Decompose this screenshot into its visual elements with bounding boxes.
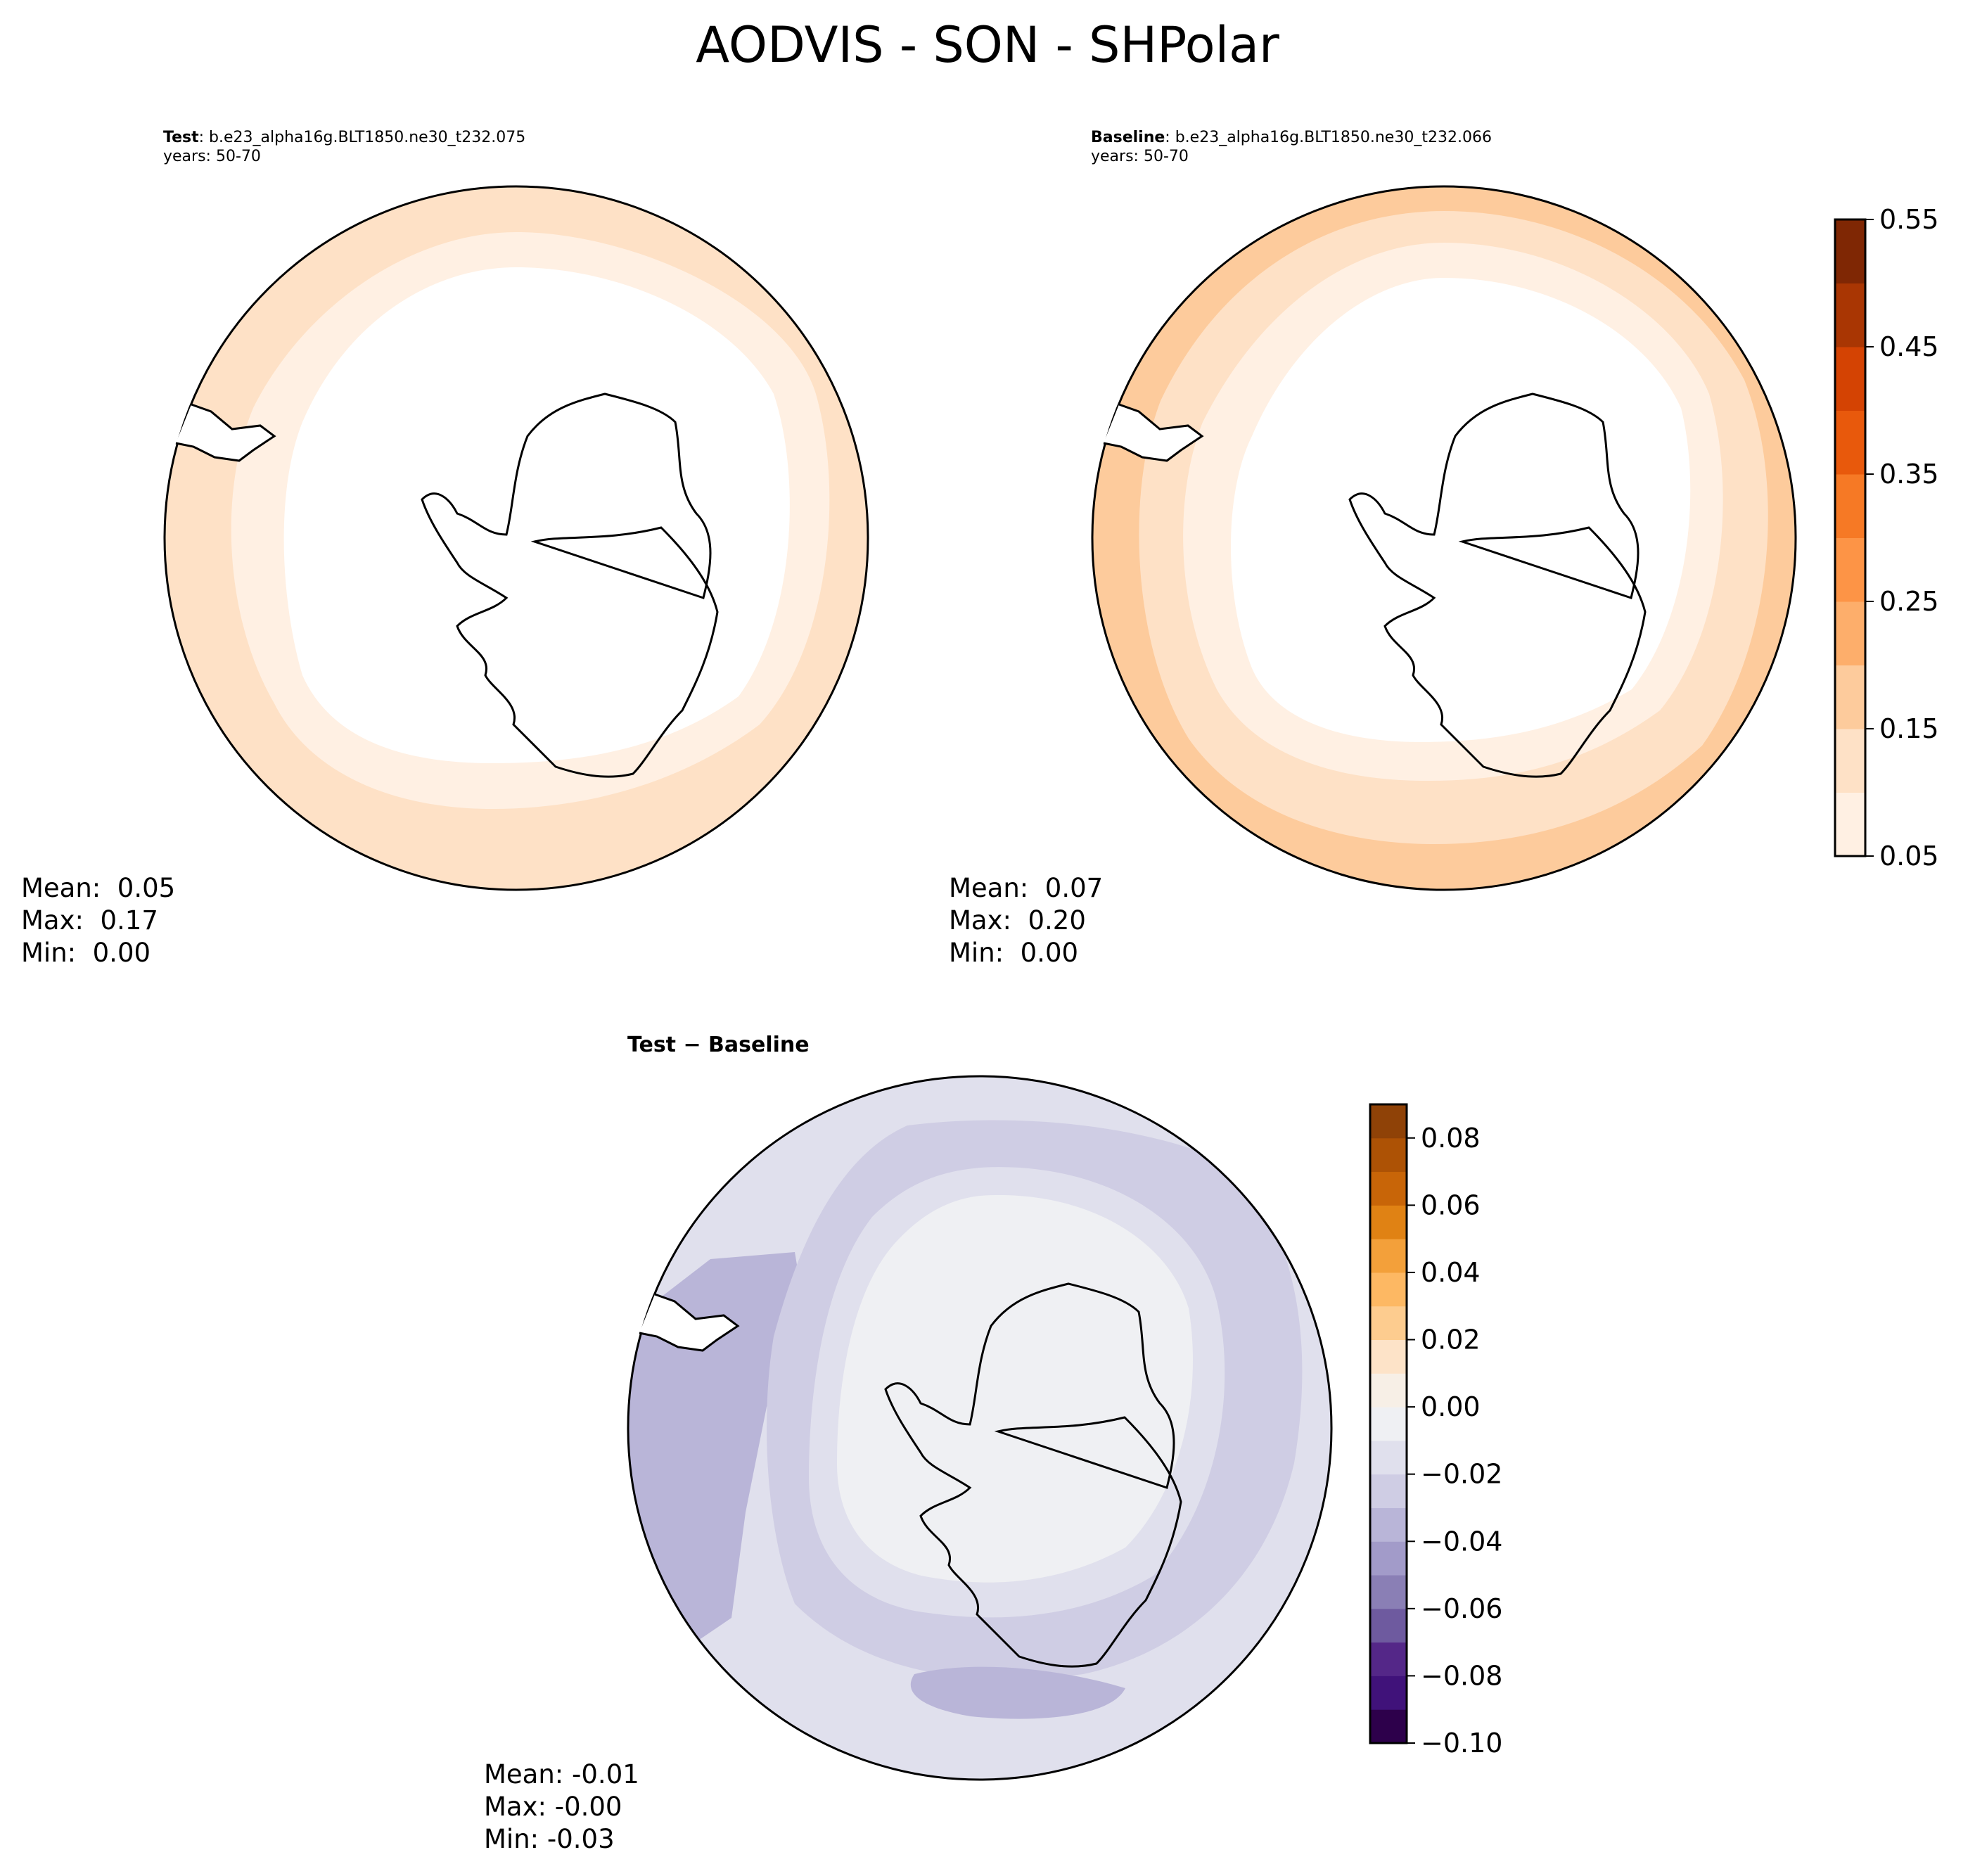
baseline-label: Baseline xyxy=(1091,129,1165,146)
test-map xyxy=(165,186,868,890)
baseline-min: Min: 0.00 xyxy=(949,938,1079,968)
diff-map-boundary xyxy=(627,1075,1333,1781)
top-colorbar-segment xyxy=(1835,537,1865,602)
bottom-colorbar-segment xyxy=(1370,1272,1407,1307)
top-colorbar-tick-label: 0.15 xyxy=(1879,713,1939,744)
top-colorbar-segment xyxy=(1835,474,1865,538)
diff-band-south-low xyxy=(910,1666,1125,1719)
top-colorbar-segment xyxy=(1835,729,1865,793)
diff-band-inner xyxy=(837,1195,1193,1583)
bottom-colorbar-tick-label: 0.08 xyxy=(1421,1123,1481,1154)
figure-title: AODVIS - SON - SHPolar xyxy=(696,16,1279,74)
baseline-south-america-outline xyxy=(1103,403,1204,462)
bottom-colorbar-tick-label: −0.10 xyxy=(1421,1728,1502,1759)
bottom-colorbar-segment xyxy=(1370,1104,1407,1139)
bottom-colorbar-tick-label: 0.02 xyxy=(1421,1325,1481,1355)
top-colorbar-tick-label: 0.35 xyxy=(1879,459,1939,490)
test-min: Min: 0.00 xyxy=(21,938,151,968)
bottom-colorbar-segment xyxy=(1370,1608,1407,1643)
top-colorbar-segment xyxy=(1835,219,1865,283)
baseline-map-boundary xyxy=(1091,185,1797,891)
bottom-colorbar-segment xyxy=(1370,1642,1407,1676)
bottom-colorbar-tick-label: −0.08 xyxy=(1421,1660,1502,1691)
diff-min: Min: -0.03 xyxy=(484,1824,615,1854)
top-colorbar-segment xyxy=(1835,665,1865,729)
diff-mean: Mean: -0.01 xyxy=(484,1759,639,1789)
baseline-max: Max: 0.20 xyxy=(949,905,1086,936)
bottom-colorbar-segment xyxy=(1370,1541,1407,1576)
top-colorbar-tick-label: 0.55 xyxy=(1879,204,1939,235)
top-colorbar-segment xyxy=(1835,792,1865,857)
diff-map xyxy=(628,1076,1331,1780)
bottom-colorbar-segment xyxy=(1370,1507,1407,1542)
top-colorbar-tick-label: 0.45 xyxy=(1879,331,1939,362)
bottom-colorbar-segment xyxy=(1370,1205,1407,1239)
bottom-colorbar-segment xyxy=(1370,1575,1407,1609)
bottom-colorbar-segment xyxy=(1370,1474,1407,1508)
bottom-colorbar-segment xyxy=(1370,1306,1407,1341)
bottom-colorbar-segment xyxy=(1370,1239,1407,1273)
bottom-colorbar-segment xyxy=(1370,1440,1407,1475)
test-south-america-outline xyxy=(175,403,276,462)
test-max: Max: 0.17 xyxy=(21,905,158,936)
top-colorbar: 0.05 0.15 0.25 0.35 0.45 0.55 xyxy=(1834,204,1939,872)
top-colorbar-segment xyxy=(1835,601,1865,665)
top-colorbar-segment xyxy=(1835,410,1865,475)
bottom-colorbar: −0.10 −0.08 −0.06 −0.04 −0.02 0.00 0.02 0.04 0.0… xyxy=(1369,1103,1502,1759)
bottom-colorbar-segment xyxy=(1370,1171,1407,1206)
top-colorbar-tick-label: 0.05 xyxy=(1879,841,1939,872)
test-antarctica-outline xyxy=(421,393,719,778)
test-label: Test xyxy=(163,129,199,146)
bottom-colorbar-tick-label: −0.06 xyxy=(1421,1593,1502,1624)
test-stats: Mean: 0.05 Max: 0.17 Min: 0.00 xyxy=(21,872,175,969)
test-mean: Mean: 0.05 xyxy=(21,873,176,903)
baseline-band-4 xyxy=(1231,278,1691,742)
bottom-colorbar-segment xyxy=(1370,1407,1407,1441)
diff-max: Max: -0.00 xyxy=(484,1792,622,1822)
diff-panel-title: Test − Baseline xyxy=(627,1033,810,1057)
baseline-years: years: 50-70 xyxy=(1091,148,1189,165)
baseline-stats: Mean: 0.07 Max: 0.20 Min: 0.00 xyxy=(949,872,1103,969)
bottom-colorbar-tick-label: 0.04 xyxy=(1421,1257,1481,1288)
test-case-name: : b.e23_alpha16g.BLT1850.ne30_t232.075 xyxy=(198,129,526,146)
bottom-colorbar-tick-label: 0.00 xyxy=(1421,1391,1481,1422)
top-colorbar-frame xyxy=(1834,218,1867,857)
bottom-colorbar-tick-label: −0.04 xyxy=(1421,1526,1502,1557)
test-band-inner xyxy=(283,267,790,763)
baseline-panel-title: Baseline: b.e23_alpha16g.BLT1850.ne30_t2… xyxy=(1091,128,1492,166)
baseline-case-name: : b.e23_alpha16g.BLT1850.ne30_t232.066 xyxy=(1165,129,1492,146)
baseline-antarctica-outline xyxy=(1348,393,1647,778)
test-panel-title: Test: b.e23_alpha16g.BLT1850.ne30_t232.0… xyxy=(163,128,525,166)
baseline-mean: Mean: 0.07 xyxy=(949,873,1104,903)
diff-antarctica-outline xyxy=(884,1282,1182,1668)
bottom-colorbar-segment xyxy=(1370,1709,1407,1744)
bottom-colorbar-frame xyxy=(1369,1103,1408,1744)
bottom-colorbar-segment xyxy=(1370,1676,1407,1710)
bottom-colorbar-tick-label: 0.06 xyxy=(1421,1189,1481,1220)
top-colorbar-segment xyxy=(1835,347,1865,411)
diff-band-west-low xyxy=(628,1252,809,1688)
bottom-colorbar-segment xyxy=(1370,1373,1407,1408)
bottom-colorbar-segment xyxy=(1370,1137,1407,1173)
diff-south-america-outline xyxy=(639,1293,740,1352)
diff-stats: Mean: -0.01 Max: -0.00 Min: -0.03 xyxy=(484,1759,639,1856)
bottom-colorbar-segment xyxy=(1370,1339,1407,1374)
test-years: years: 50-70 xyxy=(163,148,261,165)
top-colorbar-segment xyxy=(1835,283,1865,347)
test-map-boundary xyxy=(163,185,869,891)
bottom-colorbar-tick-label: −0.02 xyxy=(1421,1459,1502,1490)
top-colorbar-tick-label: 0.25 xyxy=(1879,586,1939,617)
baseline-map xyxy=(1092,186,1796,890)
